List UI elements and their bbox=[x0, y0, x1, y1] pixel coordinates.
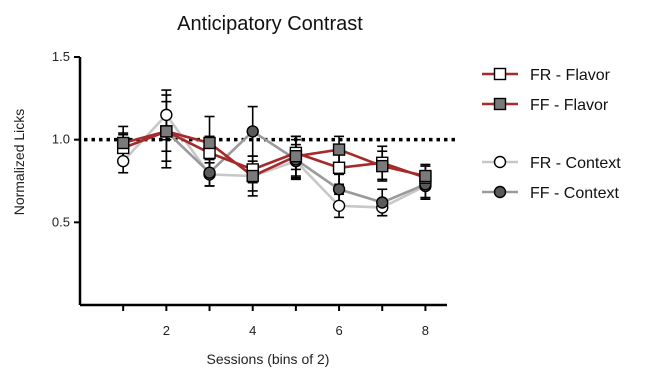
data-point-square bbox=[332, 161, 346, 174]
data-point-circle bbox=[332, 199, 346, 213]
legend-marker-square bbox=[493, 67, 507, 81]
legend-label: FR - Flavor bbox=[530, 67, 611, 84]
data-point-circle bbox=[116, 154, 130, 168]
x-axis-label: Sessions (bins of 2) bbox=[207, 351, 330, 367]
x-tick-label: 4 bbox=[249, 323, 256, 338]
series-line bbox=[122, 130, 426, 178]
legend-marker-circle bbox=[493, 185, 507, 199]
legend-marker-square bbox=[493, 97, 507, 111]
data-point-square bbox=[332, 143, 346, 156]
series-line bbox=[122, 112, 426, 209]
legend-marker-circle bbox=[493, 155, 507, 169]
x-tick-label: 2 bbox=[163, 323, 170, 338]
data-point-square bbox=[246, 169, 259, 183]
data-point-circle bbox=[246, 125, 259, 138]
y-tick-label: 0.5 bbox=[52, 214, 70, 229]
y-tick-label: 1.5 bbox=[52, 49, 70, 64]
data-point-square bbox=[376, 159, 389, 173]
data-point-circle bbox=[160, 108, 173, 122]
x-tick-label: 6 bbox=[335, 323, 342, 338]
legend-label: FF - Context bbox=[530, 185, 619, 202]
legend-label: FR - Context bbox=[530, 155, 621, 172]
series-line bbox=[122, 129, 426, 204]
data-point-circle bbox=[203, 166, 216, 179]
chart-title: Anticipatory Contrast bbox=[177, 13, 363, 35]
legend: FR - Flavor FF - Flavor FR - Context FF - C… bbox=[482, 67, 621, 202]
data-point-square bbox=[116, 136, 130, 150]
y-tick-label: 1.0 bbox=[52, 132, 70, 147]
y-axis-label: Normalized Licks bbox=[11, 109, 27, 216]
data-point-square bbox=[160, 125, 173, 138]
data-point-square bbox=[289, 149, 303, 163]
data-point-square bbox=[203, 136, 216, 150]
plot-area: 0.5 1.0 1.5 2 4 6 8 bbox=[52, 49, 455, 338]
data-point-circle bbox=[332, 183, 346, 196]
data-point-circle bbox=[376, 196, 389, 209]
x-tick-label: 8 bbox=[422, 323, 429, 338]
data-point-square bbox=[419, 169, 432, 183]
legend-label: FF - Flavor bbox=[530, 97, 609, 114]
